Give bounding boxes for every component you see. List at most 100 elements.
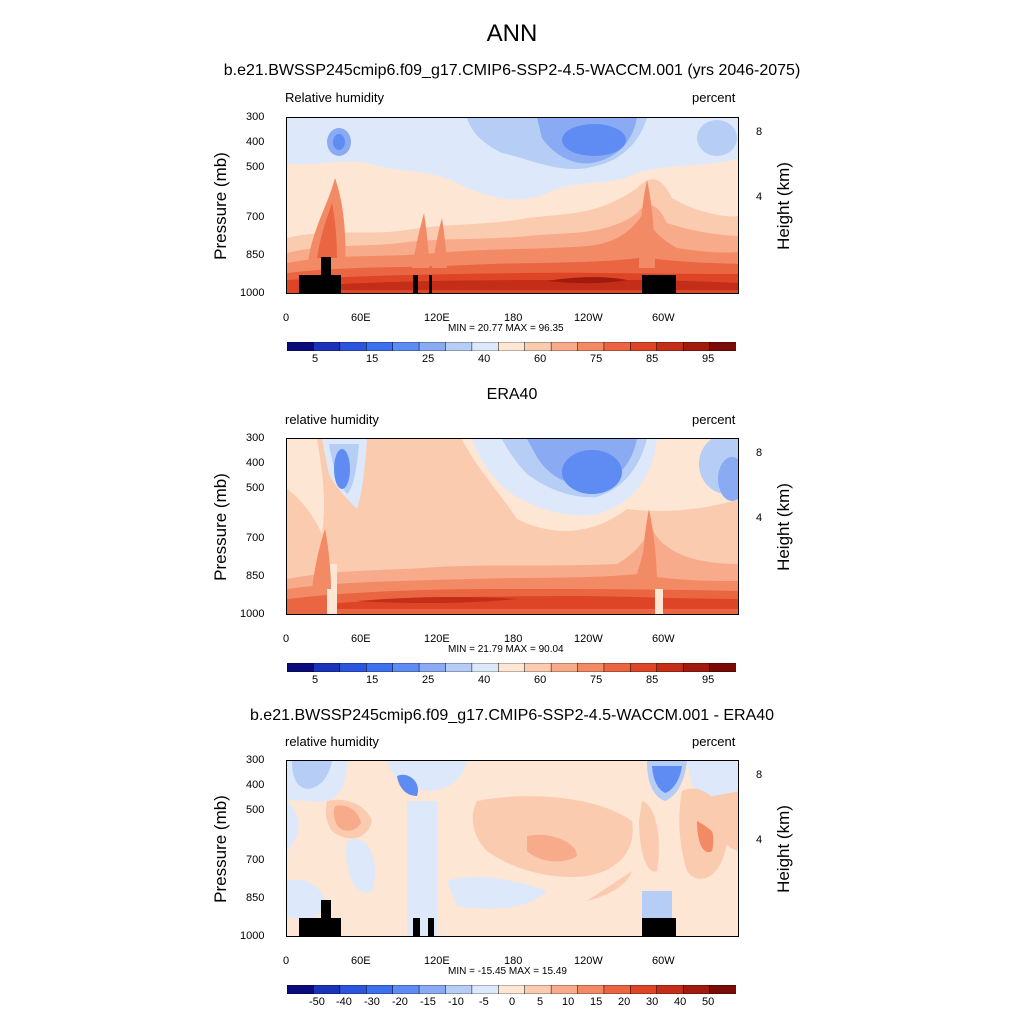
p3-xtick-60w: 60W [652,955,675,967]
p3-colorbar [287,985,736,994]
colorbar-swatch [365,342,394,351]
p2-y2tick-8: 8 [756,447,763,459]
p1-xtick-0: 0 [283,312,290,324]
p2-xtick-120e: 120E [424,633,450,645]
p2-cbar-label: 60 [534,674,547,686]
colorbar-swatch [630,663,658,672]
colorbar-swatch [471,985,500,994]
p3-y2label: Height (km) [774,805,793,893]
colorbar-swatch [577,342,605,351]
p1-ytick-300: 300 [246,111,265,123]
p2-xtick-60e: 60E [351,633,371,645]
p3-cbar-label: -50 [309,996,325,1008]
colorbar-swatch [287,342,315,351]
p1-ytick-500: 500 [246,161,265,173]
p3-stats: MIN = -15.45 MAX = 15.49 [448,966,567,977]
p3-y2tick-8: 8 [756,769,763,781]
p1-xtick-120e: 120E [424,312,450,324]
colorbar-swatch [603,342,632,351]
p3-colorbar-svg [287,985,736,994]
p3-cbar-label: -40 [336,996,352,1008]
p2-cbar-label: 25 [422,674,435,686]
colorbar-swatch [498,663,526,672]
p3-cbar-label: -5 [479,996,489,1008]
p3-y2tick-4: 4 [756,834,763,846]
colorbar-swatch [313,342,341,351]
p1-cbar-label: 40 [478,353,491,365]
colorbar-swatch [682,342,711,351]
p3-cbar-label: 5 [537,996,544,1008]
colorbar-swatch [445,985,473,994]
p2-colorbar [287,663,736,672]
p1-xtick-120w: 120W [574,312,603,324]
p2-ytick-700: 700 [246,532,265,544]
p1-ytick-850: 850 [246,249,265,261]
p2-cbar-label: 15 [366,674,379,686]
panel-1-contours [287,118,738,293]
figure-subtitle: b.e21.BWSSP245cmip6.f09_g17.CMIP6-SSP2-4… [223,62,801,79]
colorbar-swatch [313,663,341,672]
p2-ytick-300: 300 [246,432,265,444]
p1-stats: MIN = 20.77 MAX = 96.35 [448,323,564,334]
p1-cbar-label: 95 [702,353,715,365]
colorbar-swatch [287,985,315,994]
colorbar-swatch [339,342,367,351]
p3-cbar-label: -15 [420,996,436,1008]
panel-3-plot [286,760,739,937]
panel-2-variable: relative humidity [285,412,379,427]
panel-1-plot [286,117,739,294]
p1-cbar-label: 15 [366,353,379,365]
colorbar-swatch [498,342,526,351]
colorbar-swatch [445,663,473,672]
p3-cbar-label: -30 [364,996,380,1008]
p3-cbar-label: 40 [674,996,687,1008]
colorbar-swatch [392,342,420,351]
p1-y2tick-8: 8 [756,126,763,138]
colorbar-swatch [524,342,552,351]
colorbar-swatch [365,985,394,994]
p3-ytick-300: 300 [246,754,265,766]
p3-ytick-500: 500 [246,804,265,816]
p3-cbar-label: 20 [618,996,631,1008]
colorbar-swatch [445,342,473,351]
p2-stats: MIN = 21.79 MAX = 90.04 [448,644,564,655]
p3-ytick-400: 400 [246,779,265,791]
colorbar-swatch [392,985,420,994]
p3-ytick-1000: 1000 [240,930,265,942]
colorbar-swatch [603,663,632,672]
colorbar-swatch [418,663,447,672]
p2-ytick-500: 500 [246,482,265,494]
p2-cbar-label: 85 [646,674,659,686]
p2-ytick-850: 850 [246,570,265,582]
colorbar-swatch [656,663,684,672]
colorbar-swatch [365,663,394,672]
p2-xtick-120w: 120W [574,633,603,645]
p2-ylabel: Pressure (mb) [211,473,230,581]
colorbar-swatch [471,663,500,672]
p2-cbar-label: 5 [312,674,319,686]
p1-ytick-1000: 1000 [240,287,265,299]
panel-1-variable: Relative humidity [285,90,384,105]
panel-2-plot [286,438,739,615]
colorbar-swatch [656,342,684,351]
p1-y2tick-4: 4 [756,191,763,203]
p1-cbar-label: 25 [422,353,435,365]
colorbar-swatch [339,985,367,994]
colorbar-swatch [630,342,658,351]
p1-xtick-180: 180 [504,312,523,324]
p3-cbar-label: -20 [392,996,408,1008]
p3-cbar-label: 15 [590,996,603,1008]
colorbar-swatch [392,663,420,672]
colorbar-swatch [682,985,711,994]
figure-title: ANN [486,20,538,47]
panel-3-title: b.e21.BWSSP245cmip6.f09_g17.CMIP6-SSP2-4… [249,707,775,724]
colorbar-swatch [577,985,605,994]
panel-1-units: percent [692,90,736,105]
colorbar-swatch [550,663,579,672]
p3-cbar-label: 0 [509,996,516,1008]
colorbar-swatch [709,985,736,994]
colorbar-swatch [471,342,500,351]
colorbar-swatch [418,342,447,351]
p1-y2label: Height (km) [774,162,793,250]
p2-colorbar-svg [287,663,736,672]
